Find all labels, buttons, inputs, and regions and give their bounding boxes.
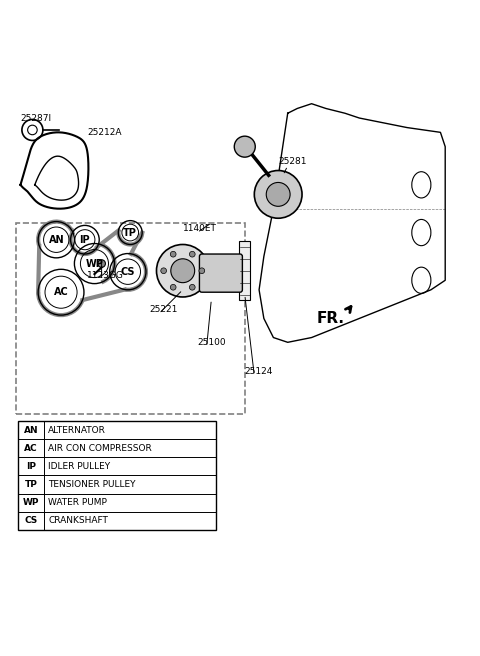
Text: AC: AC [54,287,69,297]
Circle shape [161,268,167,274]
Text: WP: WP [23,498,39,507]
Text: TP: TP [25,480,37,489]
Circle shape [98,260,106,268]
Text: WP: WP [85,258,103,268]
Text: 25287I: 25287I [21,113,52,123]
Text: TP: TP [123,228,137,237]
Text: 25100: 25100 [197,338,226,347]
FancyBboxPatch shape [199,254,242,292]
Text: FR.: FR. [316,311,344,326]
Circle shape [190,251,195,257]
Text: 1140ET: 1140ET [183,224,216,233]
Circle shape [156,245,209,297]
Text: WATER PUMP: WATER PUMP [48,498,107,507]
Text: 25212A: 25212A [87,128,122,137]
Text: CS: CS [24,516,38,525]
Text: TENSIONER PULLEY: TENSIONER PULLEY [48,480,136,489]
Text: IP: IP [26,462,36,471]
Text: AN: AN [24,426,38,435]
Circle shape [266,182,290,206]
Text: ALTERNATOR: ALTERNATOR [48,426,106,435]
FancyBboxPatch shape [239,241,251,300]
Text: CRANKSHAFT: CRANKSHAFT [48,516,108,525]
Text: AN: AN [48,235,64,245]
Text: IDLER PULLEY: IDLER PULLEY [48,462,110,471]
Circle shape [254,171,302,218]
Text: 25221: 25221 [149,304,178,314]
Text: 25281: 25281 [278,157,307,166]
Circle shape [170,285,176,290]
Text: 25124: 25124 [245,367,273,376]
Circle shape [234,136,255,157]
Circle shape [199,268,204,274]
FancyBboxPatch shape [18,421,216,530]
Text: AIR CON COMPRESSOR: AIR CON COMPRESSOR [48,443,152,453]
Circle shape [170,251,176,257]
Text: 1123GG: 1123GG [87,272,124,280]
FancyBboxPatch shape [16,223,245,414]
Text: AC: AC [24,443,38,453]
Text: CS: CS [120,267,135,277]
Circle shape [171,259,195,283]
Text: IP: IP [80,235,90,245]
Circle shape [190,285,195,290]
